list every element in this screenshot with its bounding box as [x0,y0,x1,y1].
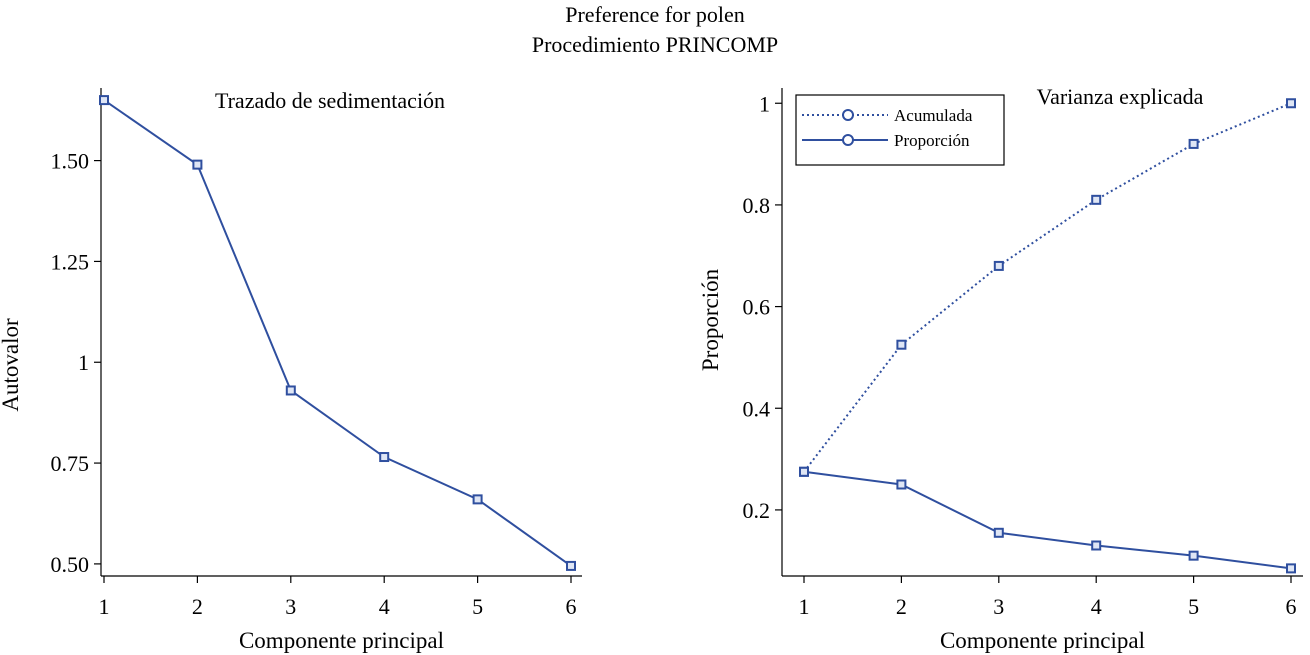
panel2-data-point [896,339,907,350]
panel1-y-axis-label: Autovalor [0,318,23,412]
panel2-title: Varianza explicada [1037,84,1204,109]
figure-title: Preference for polen [565,2,745,27]
panel2-x-tick-label: 1 [799,594,810,619]
panel1-data-point [99,95,109,106]
panel2-legend-marker [842,134,854,146]
panel2-x-tick-label: 3 [993,594,1004,619]
panel2-legend-label: Proporción [894,131,970,150]
panel1-x-tick-label: 2 [192,594,203,619]
panel2-legend-marker [842,109,854,121]
panel2-data-point [1091,540,1102,551]
panel2-y-tick-label: 0.4 [743,396,771,421]
panel2-x-tick-label: 4 [1091,594,1102,619]
panel2-series-line-proporcion [803,470,1292,570]
panel1-x-tick-label: 1 [99,594,110,619]
panel2-y-tick-label: 1 [759,91,770,116]
panel2-data-point [1286,98,1296,109]
panel2-legend-box [795,94,1005,166]
panel1-y-tick-label: 1.25 [51,249,90,274]
panel1-y-tick-label: 1 [78,350,89,375]
panel1-x-tick-label: 4 [379,594,390,619]
panel2-legend-label: Acumulada [894,106,973,125]
panel2-data-point [896,479,907,490]
panel2-y-tick-label: 0.8 [743,193,771,218]
panel1-x-tick-label: 6 [566,594,577,619]
panel1-data-point [566,560,576,571]
panel2-data-point [993,527,1004,538]
panel1-series-line-autovalor [103,99,572,567]
panel2-y-tick-label: 0.2 [743,498,771,523]
figure-subtitle: Procedimiento PRINCOMP [531,32,779,57]
panel2-data-point [1091,194,1102,205]
panel1-y-tick-label: 0.75 [51,451,90,476]
panel2-data-point [1286,563,1296,574]
panel2-data-point [799,466,809,477]
panel1-x-axis-label: Componente principal [239,628,444,653]
panel1-data-point [379,452,390,463]
panel1-x-tick-label: 3 [285,594,296,619]
panel2-x-tick-label: 2 [896,594,907,619]
panel1-data-point [192,159,203,170]
panel2-y-tick-label: 0.6 [743,295,771,320]
panel2-data-point [1188,550,1199,561]
panel2-y-axis-label: Proporción [698,268,723,371]
panel1-data-point [472,494,483,505]
panel1-y-tick-label: 0.50 [51,552,90,577]
panel2-data-point [993,260,1004,271]
panel2-data-point [1188,138,1199,149]
panel1-y-tick-label: 1.50 [51,149,90,174]
panel1-title: Trazado de sedimentación [215,88,445,113]
panel2-x-tick-label: 5 [1188,594,1199,619]
panel2-x-axis-label: Componente principal [940,628,1145,653]
panel1-data-point [285,385,296,396]
panel2-x-tick-label: 6 [1286,594,1297,619]
panel1-x-tick-label: 5 [472,594,483,619]
